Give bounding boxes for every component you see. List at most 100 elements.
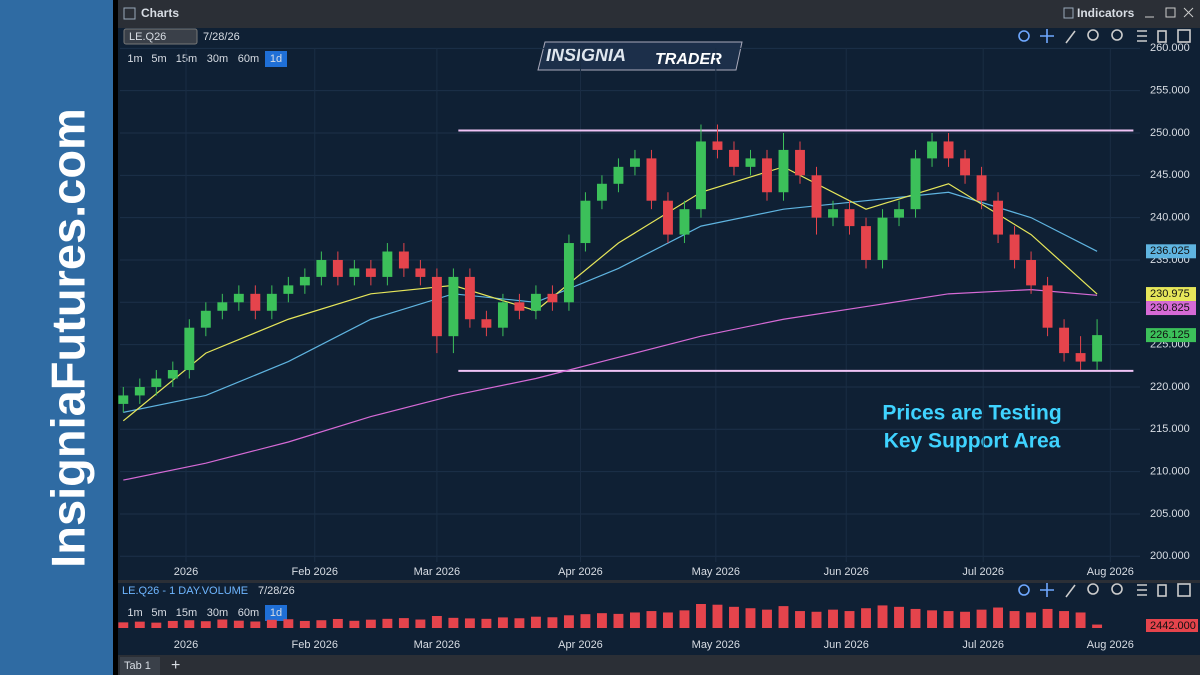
zoom-out[interactable] — [1111, 29, 1123, 41]
volume-bar — [861, 608, 871, 628]
volume-bar — [349, 620, 360, 628]
volume-bar — [464, 618, 475, 628]
candle-body — [514, 302, 525, 311]
volume-bar — [1009, 611, 1020, 628]
volume-bar — [976, 609, 987, 628]
y-tick-label: 210.000 — [1150, 466, 1190, 478]
indicators-button[interactable]: Indicators — [1077, 6, 1135, 20]
price-badge-label: 230.825 — [1150, 302, 1190, 314]
timeframe-button[interactable] — [265, 605, 287, 621]
window-title: Charts — [141, 6, 179, 20]
timeframe-label[interactable]: 1d — [270, 607, 282, 619]
timeframe-label[interactable]: 30m — [207, 53, 228, 65]
zoom-in[interactable] — [1087, 29, 1099, 41]
candle-body — [630, 158, 640, 167]
y-tick-label: 220.000 — [1150, 381, 1190, 393]
candle-body — [349, 268, 360, 277]
annotation: Prices are Testing — [882, 402, 1061, 425]
timeframe-label[interactable]: 30m — [207, 607, 228, 619]
candle-body — [118, 395, 129, 404]
y-tick-label: 215.000 — [1150, 423, 1190, 435]
window-restore[interactable] — [1165, 7, 1176, 18]
timeframe-label[interactable]: 60m — [238, 607, 259, 619]
symbol-box[interactable] — [123, 28, 198, 45]
volume-bar — [547, 617, 558, 628]
candle-body — [250, 293, 261, 311]
y-tick-label: 240.000 — [1150, 212, 1190, 224]
volume-bar — [134, 621, 145, 628]
volume-bar — [943, 611, 954, 628]
tab[interactable] — [120, 657, 160, 675]
candle-body — [861, 226, 871, 260]
volume-date: 7/28/26 — [258, 585, 295, 597]
moving-average — [123, 191, 1098, 413]
candle-body — [563, 243, 574, 303]
candle-body — [811, 175, 822, 218]
volume-bar — [431, 616, 442, 628]
settings[interactable] — [1137, 30, 1147, 42]
maximize[interactable] — [1177, 583, 1191, 597]
brush-tool[interactable] — [1065, 30, 1076, 44]
volume-bar — [580, 614, 591, 628]
date: 7/28/26 — [203, 31, 240, 43]
timeframe-label[interactable]: 1m — [127, 53, 142, 65]
zoom-in[interactable] — [1087, 583, 1099, 595]
maximize[interactable] — [1177, 29, 1191, 43]
y-tick-label: 205.000 — [1150, 508, 1190, 520]
chart-icon — [123, 7, 136, 20]
candle-body — [134, 386, 145, 396]
crosshair-tool[interactable] — [1040, 583, 1054, 597]
volume-bar — [530, 616, 541, 628]
window-close[interactable] — [1183, 7, 1194, 18]
settings[interactable] — [1137, 584, 1147, 596]
link-tool[interactable] — [1018, 30, 1030, 42]
timeframe-label[interactable]: 1m — [127, 607, 142, 619]
timeframe-label[interactable]: 5m — [151, 53, 166, 65]
candle-body — [167, 370, 178, 379]
crosshair-tool[interactable] — [1040, 29, 1054, 43]
volume-bar — [894, 606, 904, 628]
add-tab[interactable]: + — [171, 657, 180, 674]
candle-body — [943, 141, 954, 159]
timeframe-button[interactable] — [265, 51, 287, 67]
volume-bar — [596, 613, 607, 628]
candle-body — [778, 149, 789, 193]
candle-body — [795, 149, 805, 176]
volume-bar — [729, 606, 739, 628]
candle-body — [464, 276, 475, 320]
chart-area — [118, 28, 1200, 655]
x-tick-label: May 2026 — [692, 566, 740, 578]
volume-bar — [844, 611, 855, 628]
volume-toolbar — [1018, 583, 1191, 598]
candle-body — [365, 268, 376, 277]
price-badge-label: 226.125 — [1150, 329, 1190, 341]
volume-bar — [910, 608, 921, 628]
candle-body — [448, 276, 459, 337]
volume-bar — [828, 609, 838, 628]
logo-plate — [537, 41, 743, 71]
price-badge-label: 230.975 — [1150, 288, 1190, 300]
delete[interactable] — [1157, 30, 1167, 43]
volume-bar — [696, 604, 706, 628]
x-tick-label: May 2026 — [692, 639, 740, 651]
moving-average — [122, 166, 1098, 422]
tab-label[interactable]: Tab 1 — [124, 660, 151, 672]
candle-body — [415, 268, 426, 277]
candle-body — [745, 158, 756, 167]
candle-body — [299, 276, 310, 286]
delete[interactable] — [1157, 584, 1167, 597]
brush-tool[interactable] — [1065, 584, 1076, 598]
link-tool[interactable] — [1018, 584, 1030, 596]
zoom-out[interactable] — [1111, 583, 1123, 595]
candle-body — [910, 158, 921, 210]
candle-body — [283, 285, 294, 294]
volume-bar — [762, 609, 772, 628]
timeframe-label[interactable]: 5m — [151, 607, 166, 619]
timeframe-label[interactable]: 60m — [238, 53, 259, 65]
volume-bar — [1092, 624, 1103, 628]
timeframe-label[interactable]: 1d — [270, 53, 282, 65]
timeframe-label[interactable]: 15m — [176, 607, 197, 619]
volume-bar — [382, 618, 393, 628]
symbol: LE.Q26 — [129, 31, 166, 43]
